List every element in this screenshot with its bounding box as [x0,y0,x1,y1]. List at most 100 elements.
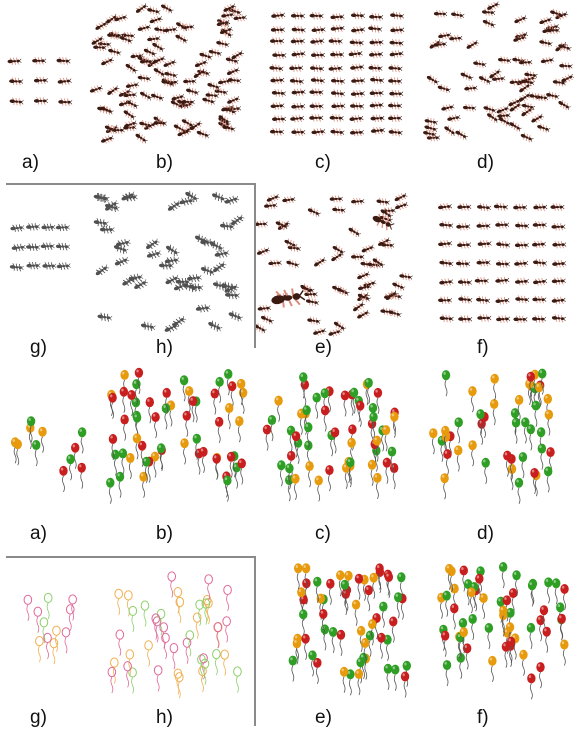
ant-icon [140,321,156,332]
ant-icon [118,88,132,98]
balloon-icon [526,371,535,398]
ant-icon [291,25,306,34]
ant-icon [462,103,477,112]
ant-icon [483,104,497,114]
balloon-icon [511,417,521,444]
ants-c-panel [269,11,405,137]
ant-icon [456,222,471,231]
balloon-icon [383,663,393,690]
balloon-icon [544,409,554,436]
ant-icon [95,264,110,276]
ant-icon [348,226,361,237]
balloon-icon [459,565,469,592]
ant-icon [167,200,182,211]
balloon-icon [115,471,125,498]
balloon-icon [223,475,232,502]
ant-icon [433,10,448,18]
balloon-icon [369,412,378,439]
balloon-icon [144,640,153,667]
balloon-icon [33,606,43,633]
ant-icon [270,26,285,34]
ant-icon [372,257,385,268]
ant-icon [287,243,302,253]
ant-icon [493,202,509,211]
ant-icon [370,114,385,123]
balloons-label-h: h) [156,707,173,728]
ant-icon [487,1,500,11]
ant-icon [164,256,180,265]
ant-icon [135,3,149,13]
balloon-icon [52,625,61,652]
ant-icon [214,87,228,97]
ant-icon [137,24,152,33]
ant-icon [214,249,230,259]
ant-icon [221,11,235,20]
ant-icon [223,105,237,116]
balloon-icon [468,440,477,467]
ant-icon [329,195,343,203]
ant-icon [476,222,491,230]
ant-icon [230,214,245,226]
balloon-icon [77,427,87,454]
ant-icon [349,128,365,137]
balloons-h-panel [107,571,242,699]
ant-icon [100,135,115,144]
balloon-icon [313,657,322,684]
ant-icon [330,89,346,98]
balloon-icon [367,459,377,486]
ant-icon [171,93,185,102]
ant-icon [11,243,26,252]
ant-icon [122,193,138,202]
ant-icon [187,274,202,283]
ant-icon [282,196,296,204]
balloon-icon [360,637,370,665]
balloon-icon [325,465,334,492]
balloon-icon [26,416,36,443]
ant-icon [40,242,55,250]
ants-gh-divider-right [254,183,256,348]
ant-icon [216,19,231,28]
ant-icon [207,81,221,91]
balloon-icon [544,577,553,604]
ant-icon [228,310,244,322]
balloon-icon [156,443,166,470]
balloon-icon [560,584,569,611]
balloon-icon [560,639,569,666]
balloon-icon [301,633,310,660]
balloon-icon [185,630,195,657]
ant-icon [514,241,529,249]
ants-f-panel [438,202,567,324]
balloon-icon [394,592,403,619]
ant-icon [388,101,403,110]
balloons-b-panel [106,367,248,504]
balloon-icon [389,463,399,490]
ant-icon [125,63,138,74]
ant-icon [537,123,551,133]
ant-icon [218,114,231,125]
ant-icon [219,26,234,35]
ant-icon [311,26,326,34]
ant-icon [225,55,240,65]
ant-icon [464,84,478,92]
balloon-icon [23,594,33,622]
balloon-icon [440,630,450,657]
balloon-icon [128,605,138,633]
balloon-icon [462,643,472,670]
ant-icon [330,76,346,86]
balloon-icon [531,400,541,427]
balloons-a-panel [10,416,87,493]
ant-icon [558,42,572,52]
balloon-icon [71,442,80,469]
ant-icon [94,192,110,203]
ant-icon [550,8,564,19]
balloon-icon [305,461,314,488]
ants-g-panel [9,223,71,272]
ant-icon [289,64,304,72]
ant-icon [489,68,502,79]
ant-icon [93,43,107,52]
ant-icon [509,121,522,132]
ant-icon [515,295,530,304]
balloon-icon [126,453,135,480]
ant-icon [449,34,463,42]
balloon-icon [169,643,179,670]
